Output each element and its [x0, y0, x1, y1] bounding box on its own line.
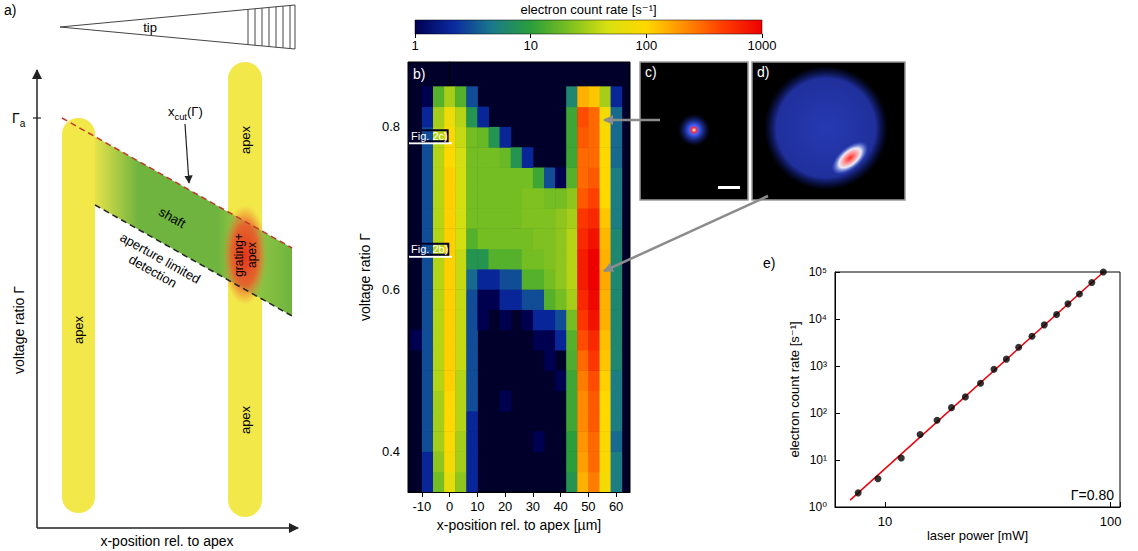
svg-text:x-position rel. to apex: x-position rel. to apex: [100, 533, 233, 549]
svg-text:-10: -10: [412, 499, 431, 514]
svg-text:d): d): [757, 64, 769, 80]
svg-text:40: 40: [553, 499, 567, 514]
svg-text:shaft: shaft: [156, 204, 188, 231]
svg-text:10⁵: 10⁵: [809, 265, 827, 279]
svg-text:apex: apex: [71, 315, 86, 344]
svg-text:10¹: 10¹: [810, 453, 827, 467]
svg-text:50: 50: [581, 499, 595, 514]
svg-text:x-position rel. to apex [µm]: x-position rel. to apex [µm]: [437, 517, 601, 533]
svg-text:a): a): [4, 2, 16, 18]
svg-text:1: 1: [411, 38, 418, 53]
svg-text:Fig. 2c): Fig. 2c): [411, 130, 448, 142]
svg-text:0: 0: [446, 499, 453, 514]
svg-text:b): b): [413, 66, 425, 82]
svg-text:0.8: 0.8: [382, 119, 400, 134]
svg-text:10⁴: 10⁴: [808, 312, 827, 326]
svg-text:10⁰: 10⁰: [809, 500, 827, 514]
svg-text:tip: tip: [143, 20, 157, 35]
svg-text:Fig. 2b): Fig. 2b): [411, 243, 448, 255]
svg-text:laser power [mW]: laser power [mW]: [927, 528, 1028, 543]
svg-text:e): e): [763, 255, 775, 271]
svg-text:voltage ratio Γ: voltage ratio Γ: [11, 286, 27, 374]
svg-text:10: 10: [878, 514, 892, 529]
svg-text:electron count rate [s⁻¹]: electron count rate [s⁻¹]: [787, 321, 802, 457]
svg-text:Γ=0.80: Γ=0.80: [1071, 487, 1114, 503]
svg-text:electron count rate [s⁻¹]: electron count rate [s⁻¹]: [520, 2, 656, 17]
svg-text:0.6: 0.6: [382, 282, 400, 297]
svg-text:1000: 1000: [748, 38, 777, 53]
svg-text:60: 60: [609, 499, 623, 514]
svg-text:apex: apex: [238, 125, 253, 154]
svg-text:voltage ratio Γ: voltage ratio Γ: [357, 233, 373, 321]
svg-text:100: 100: [635, 38, 657, 53]
svg-text:xcut(Γ): xcut(Γ): [168, 104, 203, 122]
svg-text:10²: 10²: [810, 406, 827, 420]
svg-text:100: 100: [1100, 514, 1122, 529]
svg-text:Γa: Γa: [12, 110, 26, 129]
svg-text:30: 30: [526, 499, 540, 514]
svg-text:10³: 10³: [810, 359, 827, 373]
svg-text:20: 20: [498, 499, 512, 514]
svg-text:apex: apex: [245, 242, 259, 268]
svg-text:c): c): [645, 64, 657, 80]
svg-text:grating+: grating+: [232, 233, 246, 277]
svg-text:10: 10: [523, 38, 537, 53]
svg-text:aperture limited: aperture limited: [117, 230, 202, 287]
svg-text:detection: detection: [126, 252, 179, 291]
svg-text:0.4: 0.4: [382, 444, 400, 459]
svg-text:apex: apex: [238, 405, 253, 434]
svg-text:10: 10: [470, 499, 484, 514]
